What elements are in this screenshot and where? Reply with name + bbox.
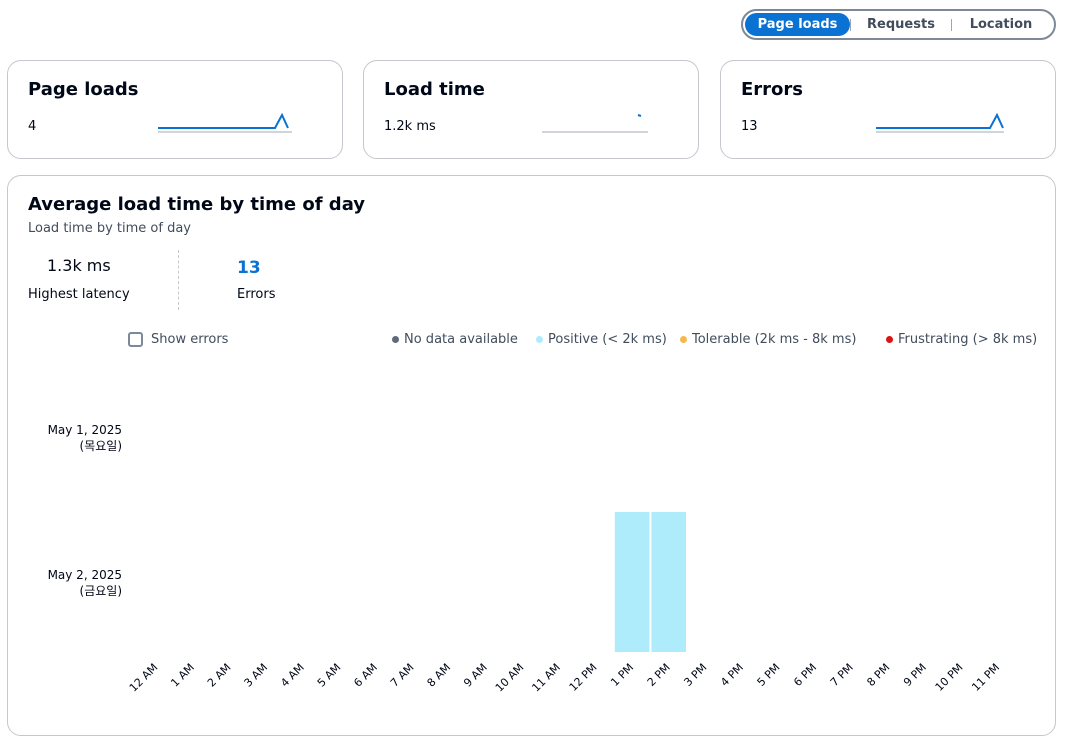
tab-page-loads[interactable]: Page loads — [745, 13, 850, 36]
show-errors-checkbox[interactable]: Show errors — [128, 332, 228, 347]
legend-tolerable: Tolerable (2k ms - 8k ms) — [680, 332, 856, 347]
x-tick-label: 10 PM — [933, 661, 966, 694]
tab-requests[interactable]: Requests — [867, 17, 935, 32]
x-tick-label: 6 PM — [791, 661, 819, 689]
view-segmented-control: Page loads Requests Location — [741, 9, 1056, 40]
heatmap-cell[interactable] — [651, 512, 686, 652]
x-tick-label: 9 PM — [901, 661, 929, 689]
divider — [951, 18, 952, 31]
sparkline — [158, 112, 292, 133]
card-title: Errors — [741, 79, 804, 100]
x-tick-label: 7 AM — [388, 661, 417, 690]
legend-label: Frustrating (> 8k ms) — [898, 332, 1038, 347]
x-tick-label: 1 AM — [168, 661, 197, 690]
x-tick-label: 4 AM — [278, 661, 307, 690]
row-label-may-2: May 2, 2025 (금요일) — [47, 568, 122, 598]
legend-frustrating: Frustrating (> 8k ms) — [886, 332, 1037, 347]
divider — [850, 18, 851, 31]
legend-dot — [392, 336, 399, 343]
x-tick-label: 11 PM — [969, 661, 1002, 694]
x-tick-label: 12 AM — [127, 661, 161, 695]
x-tick-label: 3 PM — [681, 661, 709, 689]
load-time-panel: Average load time by time of day Load ti… — [7, 175, 1056, 736]
divider — [178, 250, 179, 310]
panel-subtitle: Load time by time of day — [28, 221, 191, 236]
tab-location[interactable]: Location — [969, 17, 1033, 32]
card-value: 13 — [741, 119, 758, 134]
x-tick-label: 2 AM — [205, 661, 234, 690]
errors-label: Errors — [237, 287, 276, 302]
legend-dot — [536, 336, 543, 343]
x-tick-label: 12 PM — [567, 661, 600, 694]
legend-dot — [886, 336, 893, 343]
sparkline — [542, 114, 648, 133]
row-label-may-1: May 1, 2025 (목요일) — [47, 423, 122, 453]
card-value: 4 — [28, 119, 37, 134]
page-loads-card: Page loads 4 — [7, 60, 343, 159]
x-tick-label: 10 AM — [493, 661, 527, 695]
heatmap-cell[interactable] — [614, 512, 650, 652]
x-tick-label: 11 AM — [529, 661, 563, 695]
x-tick-label: 4 PM — [718, 661, 746, 689]
x-tick-label: 6 AM — [351, 661, 380, 690]
show-errors-label: Show errors — [151, 332, 229, 347]
checkbox-box[interactable] — [128, 332, 143, 347]
legend-dot — [680, 336, 687, 343]
card-value: 1.2k ms — [384, 119, 436, 134]
panel-title: Average load time by time of day — [28, 194, 366, 215]
errors-value: 13 — [237, 258, 261, 278]
x-tick-label: 5 PM — [755, 661, 783, 689]
load-time-card: Load time 1.2k ms — [363, 60, 699, 159]
x-tick-label: 7 PM — [828, 661, 856, 689]
x-tick-label: 9 AM — [461, 661, 490, 690]
x-tick-label: 8 PM — [864, 661, 892, 689]
x-tick-label: 8 AM — [425, 661, 454, 690]
card-title: Load time — [384, 79, 485, 100]
legend-label: No data available — [404, 332, 518, 347]
legend-label: Positive (< 2k ms) — [548, 332, 667, 347]
legend-positive: Positive (< 2k ms) — [536, 332, 667, 347]
sparkline — [876, 112, 1004, 133]
errors-card: Errors 13 — [720, 60, 1056, 159]
legend-label: Tolerable (2k ms - 8k ms) — [692, 332, 857, 347]
x-tick-label: 3 AM — [242, 661, 271, 690]
legend-no-data: No data available — [392, 332, 518, 347]
card-title: Page loads — [28, 79, 139, 100]
x-tick-label: 1 PM — [608, 661, 636, 689]
x-tick-label: 2 PM — [645, 661, 673, 689]
highest-latency-value: 1.3k ms — [47, 256, 111, 275]
highest-latency-label: Highest latency — [28, 287, 130, 302]
x-tick-label: 5 AM — [315, 661, 344, 690]
